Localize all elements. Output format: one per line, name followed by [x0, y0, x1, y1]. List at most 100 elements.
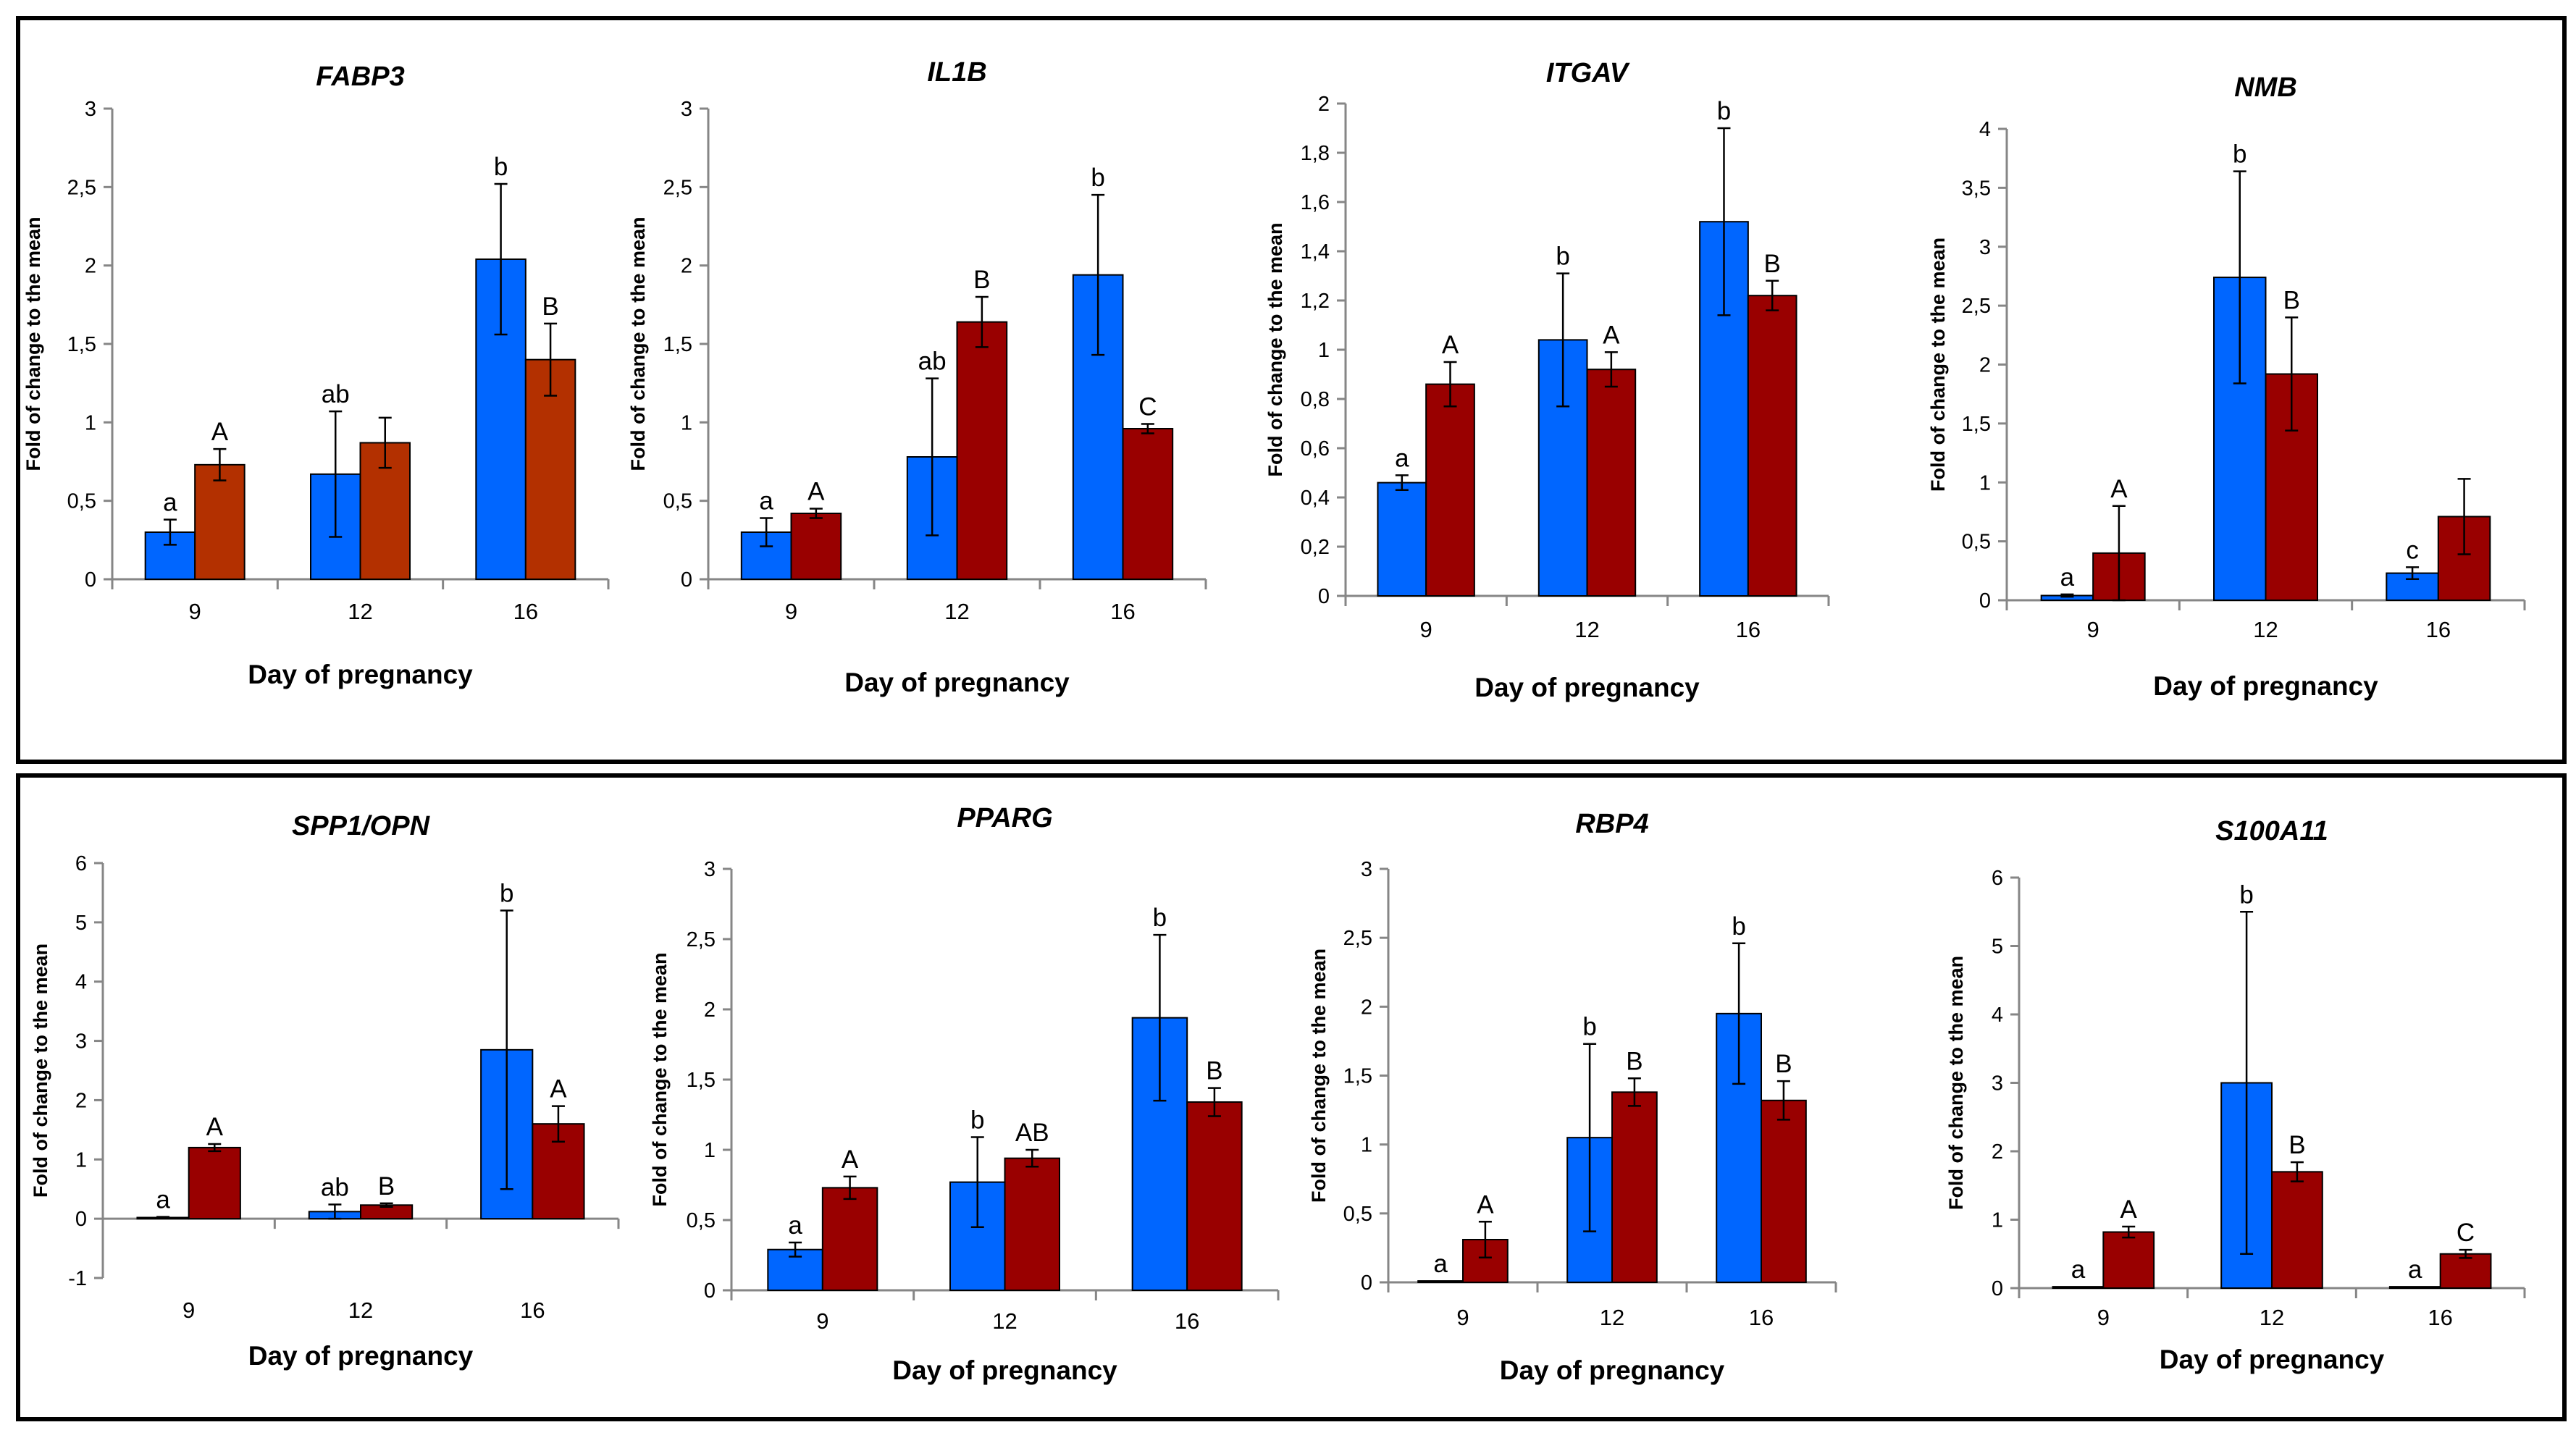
- y-tick-label: 1: [704, 1139, 716, 1162]
- y-tick-label: 2,5: [663, 176, 692, 199]
- bottom-panel-frame: [16, 773, 2567, 1421]
- y-tick-label: 1,5: [67, 333, 96, 356]
- bar-series2-day-16: [1761, 1099, 1807, 1284]
- y-tick-label: 0,6: [1301, 437, 1330, 461]
- x-tick-label: 16: [2426, 617, 2451, 642]
- x-tick-label: 16: [1749, 1305, 1774, 1330]
- chart-title: ITGAV: [1546, 58, 1630, 88]
- bar-series1-day-9: [1417, 1280, 1464, 1284]
- bar-series2-day-9: [1462, 1238, 1509, 1284]
- significance-label: a: [163, 489, 177, 517]
- x-tick-label: 16: [2428, 1305, 2452, 1330]
- y-tick-label: 1: [85, 411, 96, 434]
- significance-label: A: [842, 1145, 859, 1174]
- bar-series2-day-12: [1004, 1157, 1060, 1292]
- x-tick-label: 12: [944, 599, 969, 624]
- y-tick-label: 0,5: [663, 490, 692, 513]
- bar-series2-day-9: [194, 463, 246, 580]
- bar-series1-day-16: [2388, 1286, 2441, 1289]
- significance-label: b: [500, 879, 513, 907]
- x-tick-label: 12: [348, 599, 372, 624]
- significance-label: B: [1775, 1050, 1792, 1078]
- y-tick-label: 1,8: [1301, 142, 1330, 165]
- x-axis-label: Day of pregnancy: [2153, 671, 2378, 701]
- chart-fabp3: 0 0,5 1 1,5 2 2,5 3 9 12 16 a ab b A B FABP3 Day of preg…: [22, 62, 610, 689]
- chart-title: RBP4: [1575, 809, 1648, 839]
- significance-label: B: [1626, 1047, 1642, 1075]
- y-tick-label: 6: [75, 852, 87, 875]
- significance-label: A: [1442, 331, 1459, 359]
- y-tick-label: 1: [1979, 471, 1991, 495]
- y-tick-label: 2: [1361, 996, 1372, 1019]
- significance-label: a: [2071, 1256, 2086, 1284]
- x-tick-label: 16: [1736, 617, 1761, 642]
- significance-label: B: [973, 266, 990, 294]
- x-axis-label: Day of pregnancy: [1474, 673, 1700, 702]
- x-tick-label: 9: [2097, 1305, 2110, 1330]
- y-tick-label: 2,5: [67, 176, 96, 199]
- significance-label: c: [2406, 536, 2419, 564]
- x-tick-label: 12: [2253, 617, 2278, 642]
- y-tick-label: 0,5: [1343, 1203, 1372, 1226]
- bar-series2-day-9: [188, 1146, 241, 1220]
- y-axis-label: Fold of change to the mean: [22, 216, 44, 471]
- y-tick-label: 0: [85, 568, 96, 592]
- bar-series2-day-16: [524, 358, 576, 580]
- significance-label: a: [2060, 563, 2075, 592]
- significance-label: B: [2288, 1131, 2305, 1159]
- y-tick-label: 3: [1992, 1072, 2003, 1096]
- y-tick-label: 0: [75, 1208, 87, 1231]
- y-tick-label: 1,5: [687, 1069, 716, 1092]
- significance-label: a: [2408, 1256, 2422, 1284]
- chart-title: IL1B: [927, 57, 986, 88]
- chart-rbp4: 0 0,5 1 1,5 2 2,5 3 9 12 16 a b b A B B RBP4 Day of pregn…: [1308, 809, 1837, 1385]
- bar-series2-day-12: [1611, 1091, 1658, 1283]
- significance-label: b: [1153, 904, 1167, 932]
- significance-label: A: [807, 478, 825, 506]
- bar-series2-day-9: [790, 513, 842, 580]
- chart-title: SPP1/OPN: [292, 811, 431, 841]
- significance-label: A: [206, 1113, 224, 1141]
- y-tick-label: 2: [1992, 1140, 2003, 1164]
- x-tick-label: 9: [785, 599, 797, 624]
- significance-label: a: [759, 487, 773, 516]
- y-tick-label: 2: [1979, 354, 1991, 377]
- y-tick-label: 0: [1992, 1277, 2003, 1300]
- y-axis-label: Fold of change to the mean: [627, 216, 649, 471]
- x-tick-label: 9: [1420, 617, 1432, 642]
- significance-label: a: [1433, 1250, 1448, 1278]
- y-tick-label: 0: [1361, 1271, 1372, 1295]
- chart-pparg: 0 0,5 1 1,5 2 2,5 3 9 12 16 a b b A AB B PPARG Day of pre…: [649, 803, 1280, 1385]
- significance-label: A: [1477, 1190, 1494, 1219]
- x-axis-label: Day of pregnancy: [248, 1341, 474, 1371]
- x-tick-label: 16: [520, 1298, 545, 1323]
- significance-label: ab: [321, 1173, 349, 1201]
- top-panel-frame: [16, 16, 2567, 764]
- y-tick-label: 6: [1992, 867, 2003, 890]
- significance-label: a: [1395, 444, 1409, 472]
- y-tick-label: 1,2: [1301, 290, 1330, 313]
- y-tick-label: 1,5: [1343, 1065, 1372, 1088]
- y-tick-label: 1: [1992, 1209, 2003, 1232]
- bar-series1-day-9: [1377, 482, 1427, 597]
- significance-label: B: [542, 293, 558, 321]
- y-tick-label: 0: [1318, 585, 1330, 608]
- significance-label: C: [2457, 1219, 2475, 1247]
- significance-label: B: [2283, 286, 2300, 314]
- x-tick-label: 12: [348, 1298, 373, 1323]
- bar-series1-day-9: [2052, 1286, 2105, 1289]
- bar-series2-day-12: [1586, 369, 1637, 597]
- y-tick-label: 5: [75, 912, 87, 935]
- x-axis-label: Day of pregnancy: [2160, 1345, 2385, 1374]
- y-tick-label: 0,5: [1962, 531, 1991, 554]
- x-tick-label: 12: [992, 1308, 1017, 1334]
- significance-label: b: [2239, 880, 2253, 909]
- significance-label: A: [1603, 321, 1620, 349]
- y-axis-label: Fold of change to the mean: [1308, 949, 1330, 1203]
- significance-label: A: [550, 1075, 567, 1103]
- y-tick-label: 0: [1979, 589, 1991, 613]
- y-tick-label: 2: [681, 255, 692, 278]
- chart-nmb: 0 0,5 1 1,5 2 2,5 3 3,5 4 9 12 16 a b c A B NMB Day of pre…: [1927, 72, 2526, 701]
- bar-series2-day-9: [2102, 1231, 2155, 1290]
